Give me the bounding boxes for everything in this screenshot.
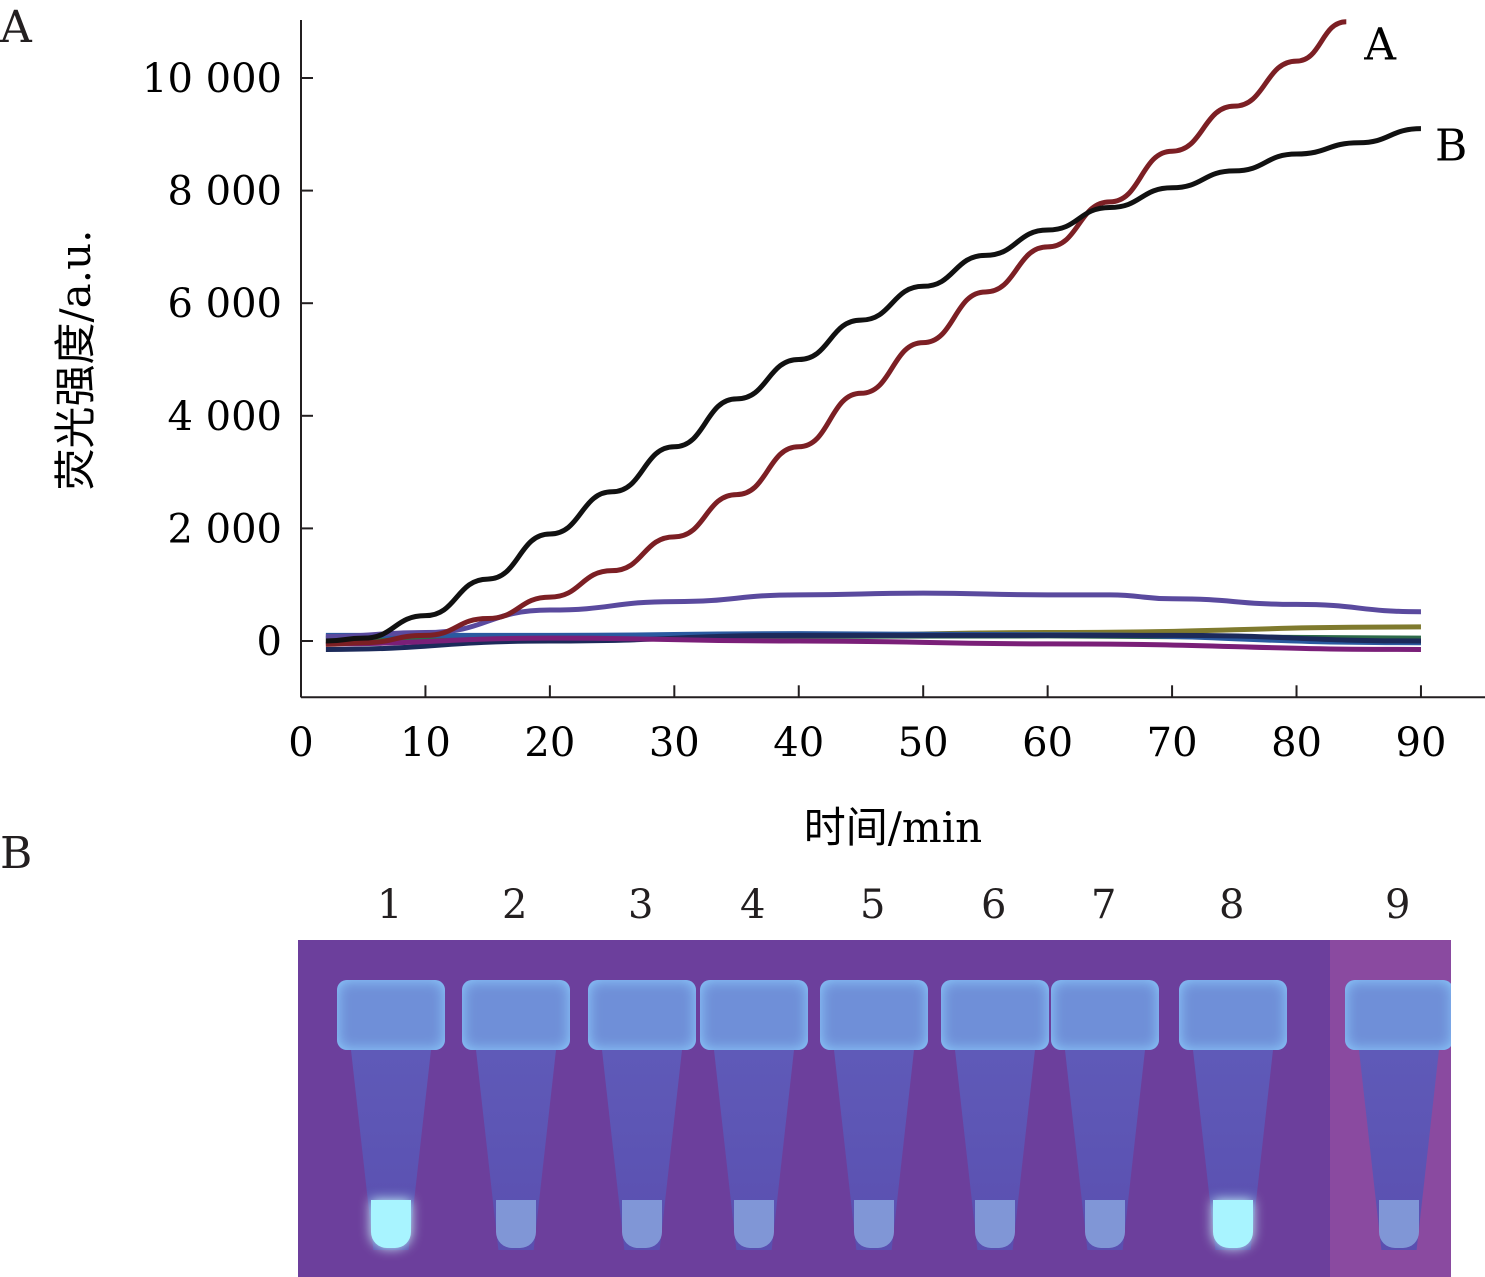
x-tick-label: 0 (288, 720, 313, 766)
series-label-A: A (1363, 20, 1397, 71)
x-tick-label: 70 (1147, 720, 1198, 766)
tube (941, 980, 1049, 1277)
y-tick-label: 8 000 (167, 169, 282, 215)
x-tick-label: 40 (773, 720, 824, 766)
series-label-B: B (1435, 121, 1467, 172)
x-tick-label: 20 (524, 720, 575, 766)
y-axis-title: 荧光强度/a.u. (51, 230, 100, 491)
y-tick-label: 10 000 (142, 56, 282, 102)
panel-label-b: B (0, 828, 33, 879)
tube (1051, 980, 1159, 1277)
lane-label: 7 (1091, 882, 1117, 928)
series-line-magenta (325, 635, 1421, 652)
tube (1179, 980, 1287, 1277)
tube (700, 980, 808, 1277)
lane-label: 2 (502, 882, 528, 928)
series-line-A (325, 19, 1347, 647)
x-tick-label: 30 (649, 720, 700, 766)
lane-label: 8 (1219, 882, 1245, 928)
y-tick-label: 4 000 (167, 394, 282, 440)
lane-label: 1 (377, 882, 403, 928)
x-axis-title: 时间/min (804, 803, 982, 852)
tube (462, 980, 570, 1277)
x-tick-label: 90 (1396, 720, 1447, 766)
x-tick-label: 50 (898, 720, 949, 766)
tube-photo (298, 940, 1451, 1277)
tube (820, 980, 928, 1277)
tube (337, 980, 445, 1277)
lane-label: 9 (1385, 882, 1411, 928)
lane-label: 3 (628, 882, 654, 928)
series-line-navy (325, 632, 1421, 652)
tube (1345, 980, 1451, 1277)
y-tick-label: 6 000 (167, 281, 282, 327)
panel-label-a: A (0, 2, 32, 53)
y-tick-label: 2 000 (167, 506, 282, 552)
fluorescence-chart: 0 10 20 30 40 50 60 70 80 90 0 2 000 4 000 6 000 8 000… (51, 19, 1485, 852)
x-tick-label: 10 (400, 720, 451, 766)
x-tick-label: 80 (1271, 720, 1322, 766)
lane-label: 6 (981, 882, 1007, 928)
x-tick-label: 60 (1022, 720, 1073, 766)
series-line-B (325, 126, 1421, 644)
tube (588, 980, 696, 1277)
y-tick-label: 0 (257, 619, 282, 665)
lane-label: 5 (860, 882, 886, 928)
lane-label: 4 (740, 882, 766, 928)
